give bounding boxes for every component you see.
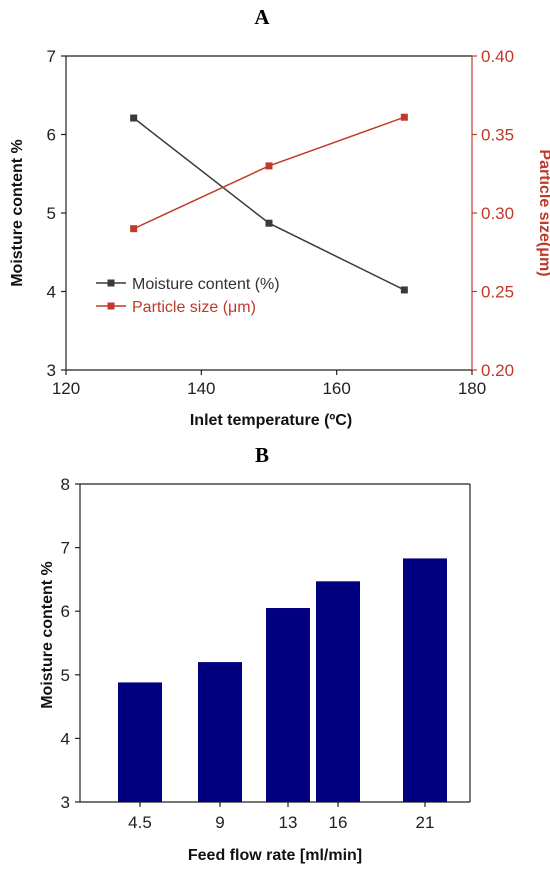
panel-b-letter: B [255,443,269,467]
a-y-right-tick-label: 0.25 [481,283,514,302]
b-y-axis-title: Moisture content % [39,561,56,709]
a-y-left-tick-label: 7 [47,47,56,66]
a-x-tick-label: 140 [187,379,215,398]
a-y-left-tick-label: 3 [47,361,56,380]
b-y-tick-label: 5 [61,666,70,685]
b-bar [316,581,360,802]
a-legend-marker-1 [107,302,115,310]
a-series-1-marker [400,113,408,121]
a-series-0-line [133,117,405,291]
a-series-0-marker [265,219,273,227]
a-y-right-tick-label: 0.35 [481,126,514,145]
panel-a-letter: A [254,5,270,29]
b-bar [118,682,162,802]
a-y-left-tick-label: 4 [47,283,56,302]
a-y-left-axis-title: Moisture content % [9,139,26,287]
a-series-0-marker [400,286,408,294]
a-y-left-tick-label: 5 [47,204,56,223]
b-bar [198,662,242,802]
a-x-tick-label: 160 [322,379,350,398]
chart-a: 120 140 160 180 3 4 5 6 7 0.20 0.25 0.30 0.35 0.40 Inl… [9,47,550,429]
a-y-left-tick-label: 6 [47,126,56,145]
b-x-tick-label: 9 [215,813,224,832]
b-x-tick-label: 13 [279,813,298,832]
b-bar [403,558,447,802]
a-series-1-marker [265,162,273,170]
a-x-axis-title: Inlet temperature (ºC) [190,412,352,429]
a-y-right-axis-title: Particle size(μm) [536,149,550,276]
a-y-right-tick-label: 0.40 [481,47,514,66]
a-y-right-tick-label: 0.20 [481,361,514,380]
b-x-tick-label: 21 [416,813,435,832]
b-y-tick-label: 4 [61,729,70,748]
a-series-0-marker [130,114,138,122]
b-y-tick-label: 3 [61,793,70,812]
b-bar [266,608,310,802]
b-x-tick-label: 16 [329,813,348,832]
a-y-right-tick-label: 0.30 [481,204,514,223]
b-x-tick-label: 4.5 [128,813,152,832]
chart-b: 3 4 5 6 7 8 4.5 9 13 16 21 Feed flow rate [ml/min] M… [39,475,471,864]
a-legend-label-1: Particle size (μm) [132,299,256,316]
a-x-tick-label: 120 [52,379,80,398]
b-y-tick-label: 8 [61,475,70,494]
a-series-1-line [133,116,405,230]
a-series-1-marker [130,225,138,233]
b-x-axis-title: Feed flow rate [ml/min] [188,847,362,864]
a-legend-label-0: Moisture content (%) [132,276,280,293]
a-legend-marker-0 [107,279,115,287]
a-x-tick-label: 180 [458,379,486,398]
b-y-tick-label: 7 [61,539,70,558]
b-y-tick-label: 6 [61,602,70,621]
